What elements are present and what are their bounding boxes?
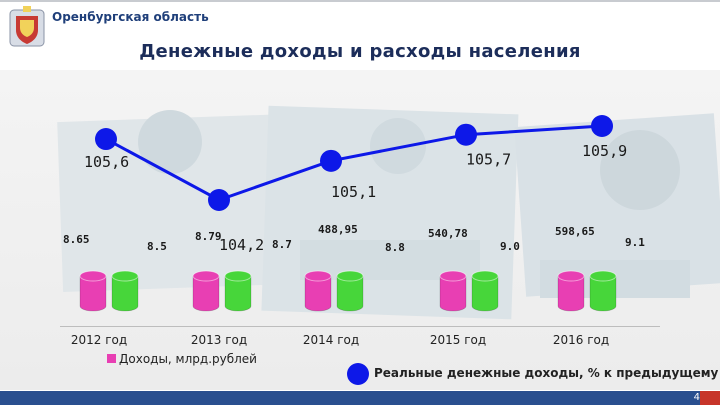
secondary-bar-top [471,270,499,282]
extra-value-label: 8.7 [272,238,292,251]
category-label: 2014 год [303,333,359,347]
extra-value-label: 8.8 [385,241,405,254]
real-income-marker [208,189,230,211]
real-income-marker [455,123,477,146]
real-income-value-label: 105,1 [331,183,376,201]
income-bar [304,275,332,312]
header-bar [0,0,720,2]
income-bar-top [192,270,220,282]
income-bar [79,275,107,312]
category-label: 2015 год [430,333,486,347]
secondary-bar-top [224,270,252,282]
secondary-bar [224,275,252,312]
income-bar [557,275,585,312]
extra-value-label: 9.0 [500,240,520,253]
secondary-bar [111,275,139,312]
footer-bar [0,391,720,405]
income-bar-top [557,270,585,282]
footer-red [700,391,720,405]
income-value-label: 488,95 [318,223,358,236]
income-value-label: 540,78 [428,227,468,240]
extra-value-label: 8.79 [195,230,222,243]
real-income-value-label: 105,7 [466,151,511,169]
legend-real-income-label: Реальные денежные доходы, % к предыдущем… [374,366,719,380]
extra-value-label: 9.1 [625,236,645,249]
real-income-value-label: 105,6 [84,153,129,171]
legend-income-swatch [107,354,116,363]
real-income-marker [320,149,342,172]
real-income-marker [95,128,117,151]
real-income-value-label: 105,9 [582,142,627,160]
income-bar-top [79,270,107,282]
real-income-marker [591,115,613,137]
secondary-bar [336,275,364,312]
extra-value-label: 8.5 [147,240,167,253]
axis-baseline [60,326,660,327]
page-title: Денежные доходы и расходы населения [139,41,581,62]
secondary-bar-top [589,270,617,282]
category-label: 2013 год [191,333,247,347]
secondary-bar-top [336,270,364,282]
category-label: 2016 год [553,333,609,347]
legend-income-label: Доходы, млрд.рублей [119,352,257,366]
income-bar [439,275,467,312]
income-bar-top [439,270,467,282]
page-number: 4 [693,392,700,403]
region-name: Оренбургская область [52,10,209,24]
legend-income: Доходы, млрд.рублей [107,352,257,366]
category-label: 2012 год [71,333,127,347]
legend-real-income-marker [347,363,369,385]
income-value-label: 598,65 [555,225,595,238]
real-income-value-label: 104,2 [219,236,264,254]
secondary-bar [589,275,617,312]
income-bar [192,275,220,312]
extra-value-label: 8.65 [63,233,90,246]
footer-blue [0,391,700,405]
secondary-bar [471,275,499,312]
coat-of-arms-icon [9,6,45,47]
income-bar-top [304,270,332,282]
secondary-bar-top [111,270,139,282]
